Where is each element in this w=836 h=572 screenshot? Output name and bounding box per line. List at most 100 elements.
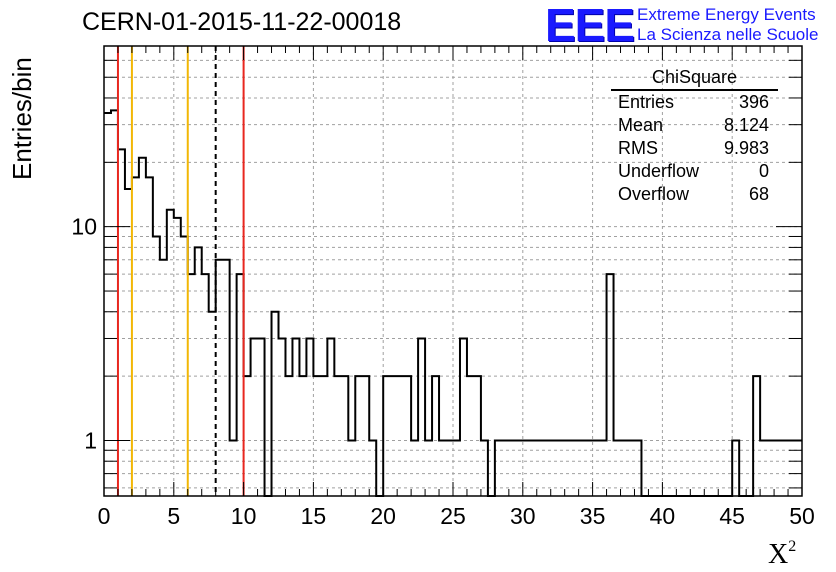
stats-box: ChiSquare Entries 396 Mean 8.124 RMS 9.9… [611,65,778,206]
x-tick-label: 5 [167,503,180,529]
run-title: CERN-01-2015-11-22-00018 [82,8,402,36]
histogram-bin [104,113,111,496]
histogram-bin [132,177,139,496]
histogram-bin [446,440,453,496]
histogram-bin [390,376,397,496]
histogram-bin [411,440,418,496]
histogram-bin [404,376,411,496]
histogram-bin [153,236,160,496]
stats-label: Mean [618,115,664,135]
histogram-bin [453,440,460,496]
stats-row-entries: Entries 396 [611,91,778,114]
histogram-bin [502,440,509,496]
logo-subtitle-line1: Extreme Energy Events [637,5,816,24]
histogram-bin [230,440,237,496]
histogram-bin [474,376,481,496]
histogram-bin [530,440,537,496]
stats-row-overflow: Overflow 68 [611,183,778,206]
histogram-bin [111,110,118,496]
stats-row-mean: Mean 8.124 [611,114,778,137]
y-tick-label: 10 [71,214,97,240]
histogram-bin [579,440,586,496]
histogram-bin [320,376,327,496]
histogram-bin [495,440,502,496]
histogram-bin [258,338,265,496]
histogram-bin [572,440,579,496]
histogram-bin [292,338,299,496]
stats-value: 396 [738,92,769,112]
histogram-bin [732,440,739,496]
histogram-bin [634,440,641,496]
histogram-bin [523,440,530,496]
histogram-bin [509,440,516,496]
histogram-bin [244,376,251,496]
histogram-bin [621,440,628,496]
histogram-bin [593,440,600,496]
histogram-bin [327,338,334,496]
histogram-bin [237,274,244,496]
x-axis: 0 5 10 15 20 25 30 35 40 45 50 [98,46,815,529]
stats-value: 9.983 [723,138,769,158]
histogram-bin [195,247,202,496]
y-axis-label: Entries/bin [7,57,37,180]
stats-label: RMS [618,138,658,158]
histogram-bin [188,274,195,496]
x-tick-label: 45 [719,503,745,529]
histogram-bin [432,376,439,496]
histogram-bin [251,338,258,496]
histogram-bin [313,376,320,496]
histogram-bin [565,440,572,496]
histogram-bin [460,338,467,496]
histogram-bin [425,440,432,496]
histogram-bin [774,440,781,496]
histogram-bin [209,312,216,496]
histogram-bin [139,158,146,496]
histogram-bin [467,376,474,496]
histogram-bin [753,376,760,496]
x-tick-label: 25 [440,503,466,529]
histogram-bin [767,440,774,496]
stats-value: 8.124 [723,115,769,135]
grid-lines [104,46,802,496]
x-axis-label: X2 [768,538,796,571]
histogram-bin [383,376,390,496]
histogram-bin [607,274,614,496]
histogram-bin [586,440,593,496]
histogram-bin [285,376,292,496]
histogram-bin [369,440,376,496]
histogram-bin [551,440,558,496]
logo-subtitle-line2: La Scienza nelle Scuole [637,25,819,44]
histogram-bin [781,440,788,496]
stats-title: ChiSquare [611,65,778,91]
histogram-bin [600,440,607,496]
histogram-bin [167,210,174,496]
histogram-bin [439,440,446,496]
x-tick-label: 35 [580,503,606,529]
stats-row-rms: RMS 9.983 [611,137,778,160]
histogram-bin [614,440,621,496]
histogram-bin [174,218,181,496]
x-tick-label: 10 [231,503,257,529]
histogram-bin [341,376,348,496]
reference-lines [116,46,245,496]
x-tick-label: 20 [370,503,396,529]
histogram-bin [160,260,167,496]
x-tick-label: 15 [301,503,327,529]
histogram-bin [544,440,551,496]
x-tick-label: 0 [98,503,111,529]
x-tick-label: 40 [650,503,676,529]
x-axis-label-superscript: 2 [788,538,797,555]
histogram-bin [272,312,279,496]
histogram-bin [537,440,544,496]
histogram-bin [362,376,369,496]
stats-row-underflow: Underflow 0 [611,160,778,183]
x-axis-label-base: X [768,539,789,570]
histogram-bin [202,274,209,496]
histogram-bin [125,189,132,496]
histogram-bin [334,376,341,496]
histogram-bin [348,440,355,496]
x-tick-label: 50 [789,503,815,529]
histogram-bin [223,260,230,496]
histogram-bin [558,440,565,496]
